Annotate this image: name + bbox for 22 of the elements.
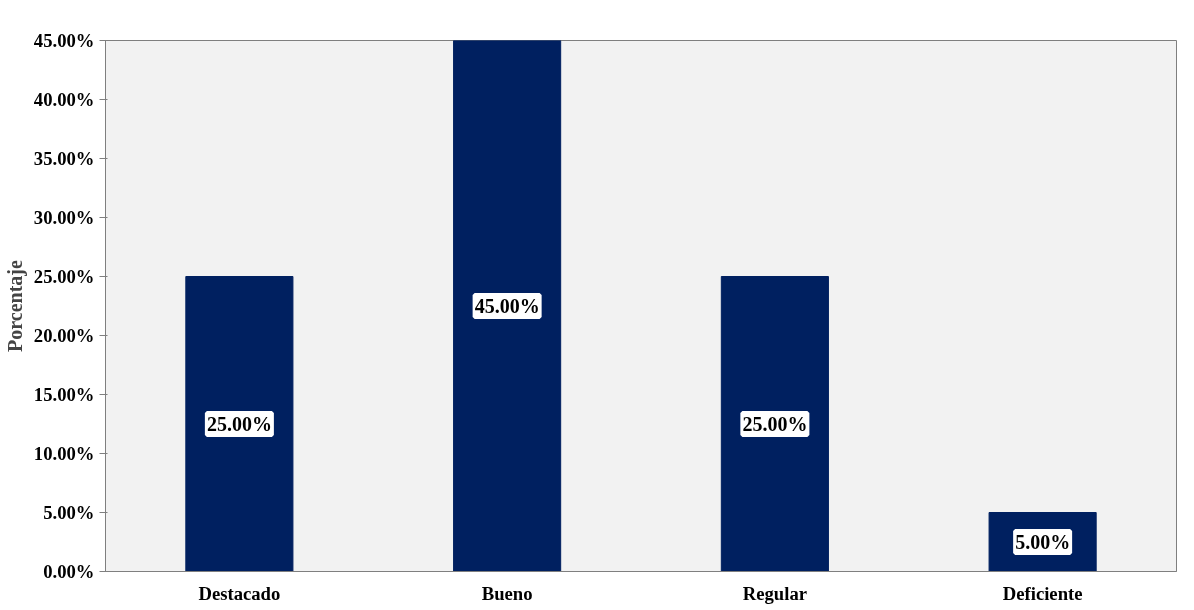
- y-tick-label: 20.00%: [33, 325, 95, 346]
- bar: [185, 276, 294, 572]
- bar: [453, 40, 562, 572]
- y-tick-label: 35.00%: [33, 148, 95, 169]
- y-tick-label: 45.00%: [33, 30, 95, 51]
- y-tick-label: 0.00%: [43, 561, 95, 582]
- x-tick-label: Destacado: [198, 582, 281, 604]
- bar: [720, 276, 829, 572]
- y-tick-label: 25.00%: [33, 266, 95, 287]
- y-tick-label: 5.00%: [43, 502, 95, 523]
- data-label: 45.00%: [474, 295, 540, 317]
- x-tick-label: Deficiente: [1002, 582, 1083, 604]
- data-label: 25.00%: [742, 413, 808, 435]
- data-label: 25.00%: [206, 413, 272, 435]
- x-tick-label: Bueno: [481, 582, 533, 604]
- y-axis-title: Porcentaje: [3, 259, 27, 352]
- y-tick-label: 30.00%: [33, 207, 95, 228]
- y-tick-label: 10.00%: [33, 443, 95, 464]
- data-label: 5.00%: [1015, 531, 1071, 553]
- y-tick-label: 40.00%: [33, 89, 95, 110]
- x-tick-label: Regular: [742, 582, 807, 604]
- y-tick-label: 15.00%: [33, 384, 95, 405]
